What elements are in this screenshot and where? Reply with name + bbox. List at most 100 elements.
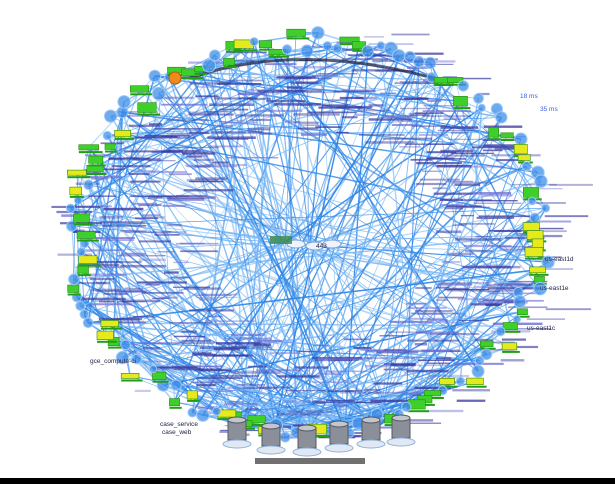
service-node[interactable] bbox=[73, 213, 93, 226]
service-node[interactable] bbox=[512, 315, 522, 324]
service-node[interactable] bbox=[281, 44, 293, 55]
service-node[interactable] bbox=[311, 26, 325, 40]
server-node[interactable] bbox=[356, 416, 386, 449]
service-node[interactable] bbox=[258, 40, 275, 51]
service-node[interactable] bbox=[541, 203, 551, 213]
service-node[interactable] bbox=[196, 408, 210, 422]
service-node[interactable] bbox=[439, 377, 458, 388]
service-node[interactable] bbox=[100, 320, 122, 330]
service-node[interactable] bbox=[223, 58, 237, 69]
service-node[interactable] bbox=[247, 415, 269, 426]
service-node[interactable] bbox=[339, 36, 364, 46]
alert-node[interactable] bbox=[168, 71, 182, 85]
service-node[interactable] bbox=[170, 379, 182, 391]
service-node[interactable] bbox=[76, 231, 99, 242]
service-node[interactable] bbox=[502, 322, 521, 333]
service-node[interactable] bbox=[471, 364, 485, 378]
service-node[interactable] bbox=[104, 109, 118, 123]
service-node[interactable] bbox=[501, 342, 520, 353]
service-node[interactable] bbox=[117, 95, 131, 109]
service-node[interactable] bbox=[488, 127, 501, 141]
service-node[interactable] bbox=[187, 407, 198, 418]
service-node[interactable] bbox=[104, 143, 118, 153]
service-node[interactable] bbox=[455, 376, 465, 386]
service-node[interactable] bbox=[524, 247, 547, 260]
service-node[interactable] bbox=[102, 130, 113, 141]
service-node[interactable] bbox=[88, 155, 106, 167]
service-node[interactable] bbox=[83, 179, 94, 191]
service-node[interactable] bbox=[202, 58, 216, 73]
service-node[interactable] bbox=[423, 390, 444, 400]
service-node[interactable] bbox=[151, 86, 166, 101]
service-node[interactable] bbox=[130, 85, 153, 96]
server-node[interactable] bbox=[256, 422, 286, 455]
service-node[interactable] bbox=[424, 56, 437, 70]
service-node[interactable] bbox=[477, 103, 486, 112]
service-node[interactable] bbox=[352, 41, 369, 52]
service-node[interactable] bbox=[376, 41, 386, 51]
service-node[interactable] bbox=[332, 43, 343, 54]
service-node[interactable] bbox=[181, 68, 204, 79]
hub-node[interactable] bbox=[322, 239, 342, 249]
service-node[interactable] bbox=[76, 247, 86, 257]
service-node[interactable] bbox=[541, 255, 555, 269]
service-node[interactable] bbox=[514, 132, 528, 146]
service-node[interactable] bbox=[392, 49, 406, 63]
service-node[interactable] bbox=[513, 295, 527, 309]
server-node[interactable] bbox=[292, 424, 322, 457]
service-node[interactable] bbox=[152, 371, 169, 383]
service-node[interactable] bbox=[453, 96, 471, 110]
service-node[interactable] bbox=[479, 340, 496, 350]
service-node[interactable] bbox=[480, 348, 493, 361]
service-node[interactable] bbox=[474, 355, 485, 366]
service-node[interactable] bbox=[466, 377, 487, 388]
service-node[interactable] bbox=[249, 37, 259, 47]
service-node[interactable] bbox=[120, 339, 131, 351]
service-node[interactable] bbox=[529, 266, 549, 276]
service-node[interactable] bbox=[169, 398, 182, 409]
hub-node[interactable] bbox=[270, 236, 292, 244]
service-node[interactable] bbox=[516, 308, 530, 318]
service-node[interactable] bbox=[527, 196, 537, 206]
service-node[interactable] bbox=[65, 203, 76, 214]
service-node[interactable] bbox=[286, 28, 310, 40]
server-node[interactable] bbox=[324, 420, 354, 453]
service-node[interactable] bbox=[447, 77, 467, 86]
service-node[interactable] bbox=[495, 111, 508, 124]
service-node[interactable] bbox=[361, 45, 375, 58]
service-node[interactable] bbox=[78, 144, 103, 154]
service-node[interactable] bbox=[473, 93, 484, 104]
service-node[interactable] bbox=[529, 212, 541, 224]
service-node[interactable] bbox=[115, 350, 130, 365]
service-node[interactable] bbox=[67, 169, 91, 179]
service-node[interactable] bbox=[67, 284, 81, 296]
service-node[interactable] bbox=[279, 431, 291, 443]
service-node[interactable] bbox=[500, 132, 516, 141]
service-node[interactable] bbox=[533, 281, 548, 296]
service-node[interactable] bbox=[82, 317, 94, 329]
server-node[interactable] bbox=[222, 416, 252, 449]
service-node[interactable] bbox=[148, 69, 162, 83]
service-node[interactable] bbox=[120, 372, 143, 382]
service-node[interactable] bbox=[534, 174, 548, 188]
service-node[interactable] bbox=[403, 50, 416, 63]
service-node[interactable] bbox=[66, 220, 78, 232]
service-node[interactable] bbox=[96, 330, 117, 343]
service-node[interactable] bbox=[131, 353, 142, 365]
service-node[interactable] bbox=[521, 161, 532, 172]
service-node[interactable] bbox=[209, 49, 221, 62]
service-node[interactable] bbox=[137, 102, 160, 116]
service-node[interactable] bbox=[79, 309, 90, 320]
service-node[interactable] bbox=[186, 390, 200, 402]
service-node[interactable] bbox=[322, 41, 333, 51]
service-node[interactable] bbox=[68, 273, 80, 286]
service-node[interactable] bbox=[114, 130, 134, 140]
service-node[interactable] bbox=[149, 365, 158, 374]
service-node[interactable] bbox=[212, 406, 221, 416]
service-node[interactable] bbox=[300, 44, 314, 58]
service-node[interactable] bbox=[78, 255, 101, 267]
service-node[interactable] bbox=[116, 106, 129, 119]
service-node[interactable] bbox=[413, 55, 425, 68]
service-node[interactable] bbox=[69, 186, 84, 198]
